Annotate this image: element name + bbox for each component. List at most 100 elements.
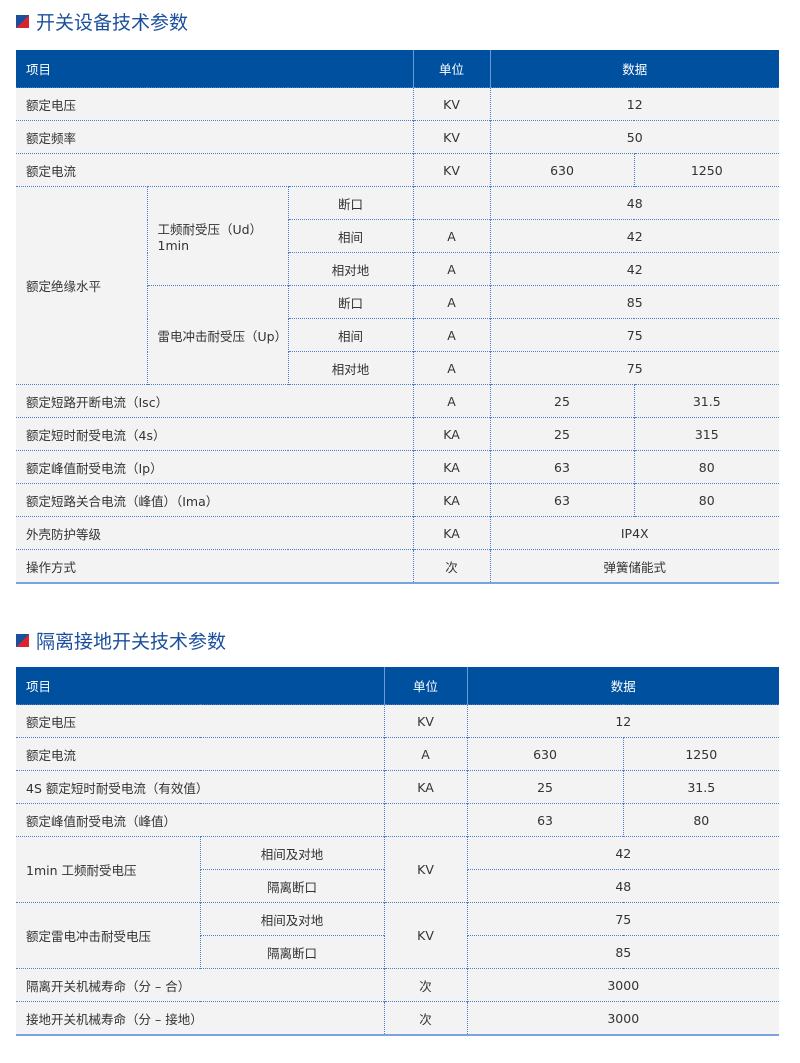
table-cell: A [384, 737, 468, 771]
table-row: 外壳防护等级 KA IP4X [16, 516, 780, 550]
disconnector-params-table: 项目 单位 数据 额定电压 KV 12 额定电流 A 630 1250 4S 额定短时耐受电流… [16, 667, 780, 1036]
table-cell: 额定峰值耐受电流（Ip） [16, 450, 414, 484]
table-cell: 75 [467, 902, 780, 936]
table-row: 相间 A 42 [16, 219, 780, 253]
table-row: 相间 A 75 [16, 318, 780, 352]
table-cell: 额定雷电冲击耐受电压 [16, 902, 201, 969]
table-cell: 额定短路关合电流（峰值）（Ima） [16, 483, 414, 517]
table-cell: 25 [490, 384, 635, 418]
table-cell: IP4X [490, 516, 780, 550]
table-cell: 相间及对地 [200, 836, 385, 870]
table-cell: KA [413, 516, 491, 550]
table-cell: KA [413, 417, 491, 451]
column-header: 项目 [16, 50, 414, 88]
table-header: 项目 单位 数据 [16, 667, 780, 705]
table-cell: 额定短路开断电流（Isc） [16, 384, 414, 418]
table-cell: KV [413, 153, 491, 187]
table-row: 额定频率 KV 50 [16, 120, 780, 154]
table-cell: 63 [490, 483, 635, 517]
table-cell: 额定电流 [16, 153, 414, 187]
table-cell: KA [413, 483, 491, 517]
table-cell: KV [384, 836, 468, 903]
table-row: 相对地 A 75 [16, 351, 780, 385]
table-cell: 隔离断口 [200, 869, 385, 903]
table-cell: 断口 [288, 186, 414, 220]
table-cell: 80 [634, 483, 780, 517]
table-cell: 次 [384, 1001, 468, 1036]
table-cell: A [413, 318, 491, 352]
table-cell: 弹簧储能式 [490, 549, 780, 584]
column-header: 项目 [16, 667, 385, 705]
table-cell: 42 [467, 836, 780, 870]
table-cell: KV [384, 704, 468, 738]
table-row: 隔离断口 85 [16, 935, 780, 969]
table-cell: KV [413, 87, 491, 121]
table-row: 额定峰值耐受电流（峰值） 63 80 [16, 803, 780, 837]
table-cell: 31.5 [623, 770, 780, 804]
table-row: 额定短路开断电流（Isc） A 25 31.5 [16, 384, 780, 418]
table-cell: 相对地 [288, 252, 414, 286]
column-header: 数据 [490, 50, 780, 88]
table-cell: 12 [467, 704, 780, 738]
table-cell: A [413, 252, 491, 286]
table-row: 额定电压 KV 12 [16, 704, 780, 738]
table-cell: A [413, 351, 491, 385]
table-row: 相对地 A 42 [16, 252, 780, 286]
table-cell: 额定电压 [16, 87, 414, 121]
table-row: 额定电流 A 630 1250 [16, 737, 780, 771]
table-cell: 25 [490, 417, 635, 451]
column-header: 单位 [413, 50, 491, 88]
table-row: 隔离开关机械寿命（分 – 合）次 3000 [16, 968, 780, 1002]
table-cell: 50 [490, 120, 780, 154]
table-cell: 次 [413, 549, 491, 584]
table-cell: 额定频率 [16, 120, 414, 154]
table-cell: 3000 [467, 1001, 780, 1036]
table-cell: 隔离开关机械寿命（分 – 合） [16, 968, 385, 1002]
table-cell: 额定峰值耐受电流（峰值） [16, 803, 385, 837]
table-cell: 雷电冲击耐受压（Up） [147, 285, 289, 385]
table-cell: 630 [490, 153, 635, 187]
table-cell [413, 186, 491, 220]
section-title-disconnector: 隔离接地开关技术参数 [16, 627, 226, 654]
table-cell: 85 [490, 285, 780, 319]
table-cell: 操作方式 [16, 549, 414, 584]
table-cell: 315 [634, 417, 780, 451]
table-header: 项目 单位 数据 [16, 50, 780, 88]
section-marker-icon [16, 15, 29, 28]
table-cell: 80 [634, 450, 780, 484]
table-cell: 接地开关机械寿命（分 – 接地） [16, 1001, 385, 1036]
table-row: 额定绝缘水平 工频耐受压（Ud）1min 断口 48 [16, 186, 780, 385]
table-cell: 1250 [634, 153, 780, 187]
table-cell [384, 803, 468, 837]
table-cell: 3000 [467, 968, 780, 1002]
table-cell: A [413, 219, 491, 253]
table-cell: 1250 [623, 737, 780, 771]
column-header: 单位 [384, 667, 468, 705]
table-cell: 1min 工频耐受电压 [16, 836, 201, 903]
table-cell: 断口 [288, 285, 414, 319]
table-cell: 相间及对地 [200, 902, 385, 936]
section-marker-icon [16, 634, 29, 647]
table-cell: KA [384, 770, 468, 804]
table-cell: 额定短时耐受电流（4s） [16, 417, 414, 451]
table-row: 额定峰值耐受电流（Ip） KA 63 80 [16, 450, 780, 484]
table-row: 额定电压 KV 12 [16, 87, 780, 121]
table-cell: 12 [490, 87, 780, 121]
table-row: 隔离断口 48 [16, 869, 780, 903]
table-cell: KV [384, 902, 468, 969]
column-header: 数据 [467, 667, 780, 705]
table-cell: 额定电流 [16, 737, 385, 771]
table-cell: 80 [623, 803, 780, 837]
table-row: 操作方式次弹簧储能式 [16, 549, 780, 584]
table-cell: 外壳防护等级 [16, 516, 414, 550]
table-cell: 次 [384, 968, 468, 1002]
table-cell: 额定电压 [16, 704, 385, 738]
switchgear-params-table: 项目 单位 数据 额定电压 KV 12 额定频率 KV 50 额定电流 KV 630 1250 额… [16, 50, 780, 584]
table-cell: 25 [467, 770, 624, 804]
table-row: 额定电流 KV 630 1250 [16, 153, 780, 187]
table-row: 额定雷电冲击耐受电压 相间及对地 KV 75 [16, 902, 780, 969]
table-cell: 隔离断口 [200, 935, 385, 969]
table-cell: 工频耐受压（Ud）1min [147, 186, 289, 286]
table-cell: 85 [467, 935, 780, 969]
table-cell: 额定绝缘水平 [16, 186, 148, 385]
